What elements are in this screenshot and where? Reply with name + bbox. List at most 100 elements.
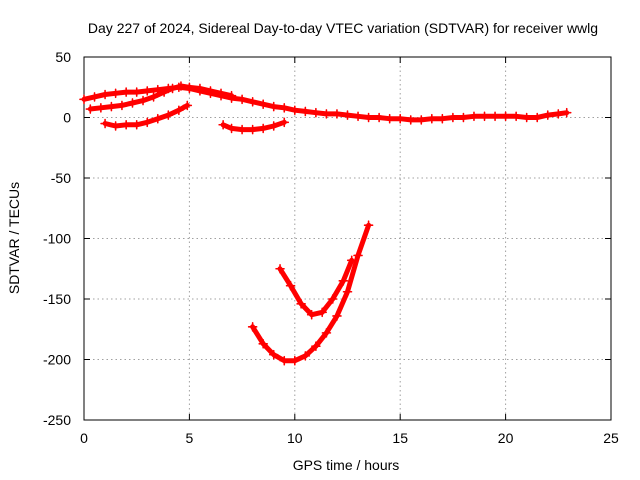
data-point [176,81,186,91]
data-point [247,96,258,107]
data-point [131,119,142,130]
data-point [195,83,205,94]
x-tick-label: 0 [80,430,88,446]
data-point [532,112,543,123]
x-tick-label: 10 [287,430,303,446]
data-point [237,124,247,135]
data-point [342,110,353,120]
data-point [437,113,448,124]
data-point [374,112,384,123]
data-point [327,294,338,304]
data-point [205,86,216,96]
data-point [89,92,100,102]
data-point [152,113,163,124]
data-point [353,250,363,261]
data-point [131,87,142,97]
data-point [321,109,332,119]
data-point [296,299,306,309]
series-layer [79,81,572,366]
data-point [311,341,321,351]
data-point [346,255,357,266]
data-point [226,90,237,101]
y-axis-label: SDTVAR / TECUs [6,182,22,294]
x-tick-label: 5 [186,430,194,446]
data-point [96,103,106,113]
data-point [363,112,374,123]
data-point [479,111,490,122]
data-point [110,88,121,99]
data-point [561,107,572,118]
data-point [268,121,279,131]
data-point [290,355,300,366]
data-point [521,112,532,123]
data-point [268,349,279,360]
data-point [279,355,290,366]
x-tick-label: 20 [498,430,514,446]
data-point [317,307,328,318]
data-point [300,106,311,117]
data-point [405,115,416,125]
data-point [218,119,228,130]
data-point [469,111,479,122]
data-point [448,112,458,123]
x-tick-label: 25 [603,430,619,446]
data-point [127,98,138,108]
data-point [300,351,311,361]
data-point [311,107,321,118]
data-point [247,322,258,332]
data-point [184,82,195,93]
data-point [216,88,226,99]
series-track-5 [250,222,372,364]
data-point [121,119,131,130]
data-point [226,123,237,134]
data-point [363,220,374,230]
data-point [258,99,268,109]
y-tick-label: 0 [63,110,71,126]
data-point [142,86,153,96]
data-point [117,100,127,111]
data-point [500,111,511,122]
data-point [395,113,405,124]
y-tick-label: -50 [51,170,71,186]
data-point [306,309,317,320]
data-point [100,89,110,100]
data-point [268,101,279,112]
y-tick-label: -250 [43,412,71,428]
data-point [285,280,296,291]
data-point [332,109,342,119]
data-point [321,328,332,338]
data-point [100,118,110,129]
data-point [427,113,437,124]
data-point [416,115,427,125]
x-tick-label: 15 [392,430,408,446]
data-point [258,123,268,134]
x-axis-label: GPS time / hours [293,457,400,473]
data-point [490,111,500,122]
data-point [79,94,89,105]
y-tick-label: -100 [43,231,71,247]
y-tick-label: -150 [43,291,71,307]
data-point [106,101,117,112]
data-point [384,113,395,124]
series-track-6 [277,257,355,318]
data-point [279,117,290,128]
data-point [148,92,159,102]
data-point [542,110,553,120]
data-point [247,124,258,135]
data-point [458,112,469,123]
data-point [138,95,148,106]
data-point [553,109,564,119]
data-point [163,110,174,120]
data-point [182,100,193,111]
data-point [275,263,285,274]
data-point [174,105,184,116]
data-point [511,111,521,122]
y-tick-label: -200 [43,352,71,368]
data-point [290,105,300,116]
data-point [279,103,290,113]
tick-layer: 0 5 10 15 20 25 50 0 -50 -100 -150 -200 -250 [43,49,619,446]
data-point [121,87,131,97]
data-point [159,87,169,97]
data-point [258,338,268,349]
